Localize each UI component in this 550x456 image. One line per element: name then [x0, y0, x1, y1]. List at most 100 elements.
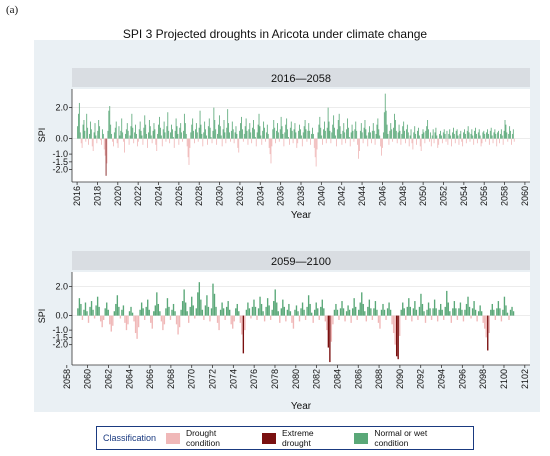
bar-2-10: [92, 309, 94, 316]
bar-2-235: [433, 299, 436, 316]
bar-2-155: [312, 315, 314, 323]
bar-1-296: [349, 138, 351, 147]
x-tick-label-1-22: 2060: [520, 186, 530, 206]
bar-2-78: [195, 308, 197, 316]
bar-1-318: [370, 132, 371, 139]
bar-1-460: [500, 129, 502, 139]
bar-2-188: [362, 303, 364, 316]
bar-2-92: [216, 315, 219, 323]
bar-2-232: [429, 308, 431, 316]
bar-1-439: [481, 138, 483, 144]
bar-1-124: [191, 124, 193, 139]
bar-1-25: [100, 138, 101, 141]
bar-1-428: [471, 129, 473, 139]
bar-1-185: [247, 138, 249, 145]
bar-1-6: [82, 124, 84, 139]
bar-1-366: [414, 126, 416, 139]
bar-2-129: [273, 301, 275, 316]
bar-2-20: [107, 309, 109, 316]
bar-1-122: [189, 138, 191, 148]
bar-1-34: [108, 110, 110, 139]
bar-2-257: [467, 296, 469, 316]
bar-2-114: [250, 315, 252, 319]
y-tick-label-2-3: -1.5: [52, 332, 68, 342]
bar-1-243: [300, 135, 302, 139]
bar-1-378: [425, 130, 427, 139]
bar-1-36: [110, 124, 112, 139]
bar-1-257: [313, 138, 315, 148]
bar-1-173: [236, 133, 238, 139]
bar-1-335: [385, 110, 387, 139]
bar-1-326: [377, 118, 379, 139]
bar-2-284: [508, 315, 510, 320]
bar-1-467: [507, 138, 509, 142]
bar-2-71: [184, 302, 187, 316]
bar-1-158: [222, 129, 224, 139]
bar-2-239: [440, 303, 442, 316]
bar-1-414: [458, 138, 460, 145]
bar-2-126: [268, 305, 270, 316]
x-tick-label-1-8: 2032: [235, 186, 245, 206]
bar-2-153: [309, 303, 311, 316]
bar-1-240: [298, 130, 300, 139]
bar-2-16: [101, 315, 103, 328]
bar-1-304: [357, 138, 359, 145]
bar-1-328: [379, 135, 381, 139]
bar-1-44: [117, 138, 119, 148]
bar-2-280: [502, 309, 504, 316]
bar-2-128: [271, 309, 273, 316]
bar-2-113: [248, 308, 251, 316]
bar-2-81: [200, 299, 202, 316]
bar-1-45: [118, 126, 120, 139]
bar-2-95: [221, 302, 223, 316]
bar-2-5: [84, 302, 87, 316]
bar-1-153: [218, 124, 219, 139]
bar-1-397: [442, 132, 444, 139]
bar-1-226: [285, 124, 287, 139]
bar-2-179: [348, 309, 351, 316]
bar-2-208: [392, 315, 395, 334]
bar-2-7: [87, 315, 90, 323]
bar-1-430: [473, 138, 475, 145]
bar-1-161: [225, 138, 227, 144]
bar-2-142: [292, 315, 295, 329]
bar-1-332: [382, 132, 384, 139]
bar-1-198: [259, 126, 261, 139]
bar-2-217: [406, 306, 408, 316]
bar-2-70: [183, 289, 185, 316]
bar-1-314: [366, 135, 368, 139]
bar-2-119: [257, 308, 260, 316]
bar-1-265: [321, 135, 323, 139]
bar-2-127: [269, 315, 272, 320]
bar-1-167: [230, 130, 232, 139]
bar-1-340: [390, 123, 392, 139]
bar-1-192: [253, 129, 255, 139]
bar-1-136: [202, 138, 204, 147]
bar-1-339: [389, 130, 391, 139]
legend-swatch-extreme: [262, 432, 277, 444]
bar-1-96: [165, 138, 167, 142]
bar-1-268: [324, 121, 325, 139]
bar-2-263: [476, 315, 478, 322]
bar-1-79: [149, 126, 151, 139]
bar-2-53: [157, 303, 160, 316]
bar-2-15: [99, 315, 102, 322]
bar-1-396: [441, 138, 443, 144]
bar-1-446: [488, 133, 489, 139]
bar-2-264: [477, 311, 480, 316]
bar-2-84: [204, 305, 207, 316]
y-tick-label-1-2: -1.0: [52, 149, 68, 159]
bar-1-386: [432, 129, 434, 139]
bar-1-231: [289, 127, 291, 139]
bar-2-223: [415, 309, 418, 316]
bar-2-152: [307, 295, 310, 316]
bar-1-250: [307, 130, 309, 139]
bar-2-61: [169, 315, 172, 320]
legend: Classification Drought condition Extreme…: [96, 426, 474, 450]
bar-2-272: [490, 309, 492, 316]
bar-2-209: [394, 315, 396, 345]
bar-1-202: [263, 121, 265, 139]
bar-1-111: [179, 127, 181, 139]
bar-2-135: [282, 299, 284, 316]
